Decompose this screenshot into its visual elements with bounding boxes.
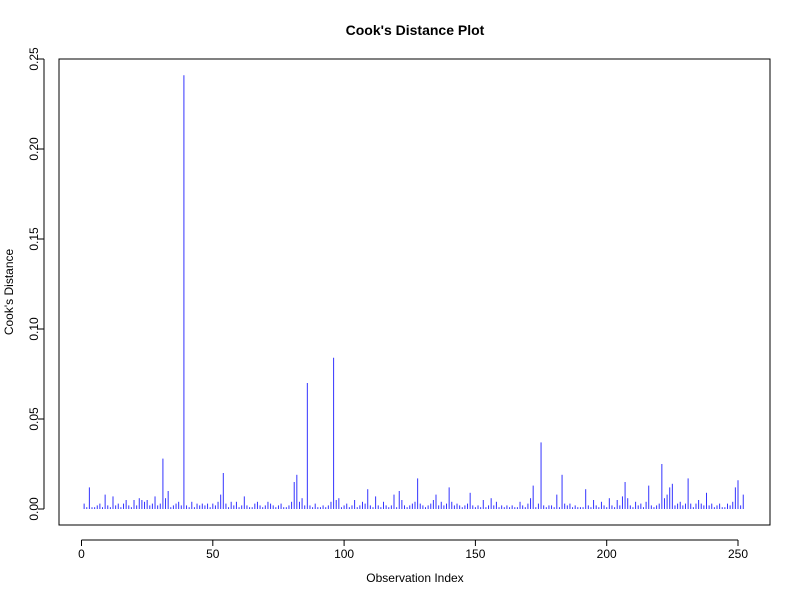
y-tick-label: 0.25: [27, 47, 41, 71]
x-tick-label: 0: [78, 547, 85, 561]
x-tick-label: 250: [728, 547, 748, 561]
chart-title: Cook's Distance Plot: [346, 22, 485, 38]
y-tick-label: 0.05: [27, 407, 41, 431]
plot-area: [83, 75, 744, 509]
x-tick-label: 200: [597, 547, 617, 561]
y-tick-label: 0.00: [27, 497, 41, 521]
plot-frame: [58, 58, 771, 526]
y-tick-label: 0.10: [27, 317, 41, 341]
x-axis-label: Observation Index: [366, 571, 463, 585]
x-axis: 0 50 100 150 200 250: [78, 539, 748, 561]
x-tick-label: 100: [334, 547, 354, 561]
x-tick-label: 150: [465, 547, 485, 561]
y-axis-label: Cook's Distance: [2, 249, 16, 336]
x-tick-label: 50: [206, 547, 220, 561]
y-tick-label: 0.20: [27, 137, 41, 161]
y-tick-label: 0.15: [27, 227, 41, 251]
y-axis: 0.00 0.05 0.10 0.15 0.20 0.25: [27, 47, 45, 521]
